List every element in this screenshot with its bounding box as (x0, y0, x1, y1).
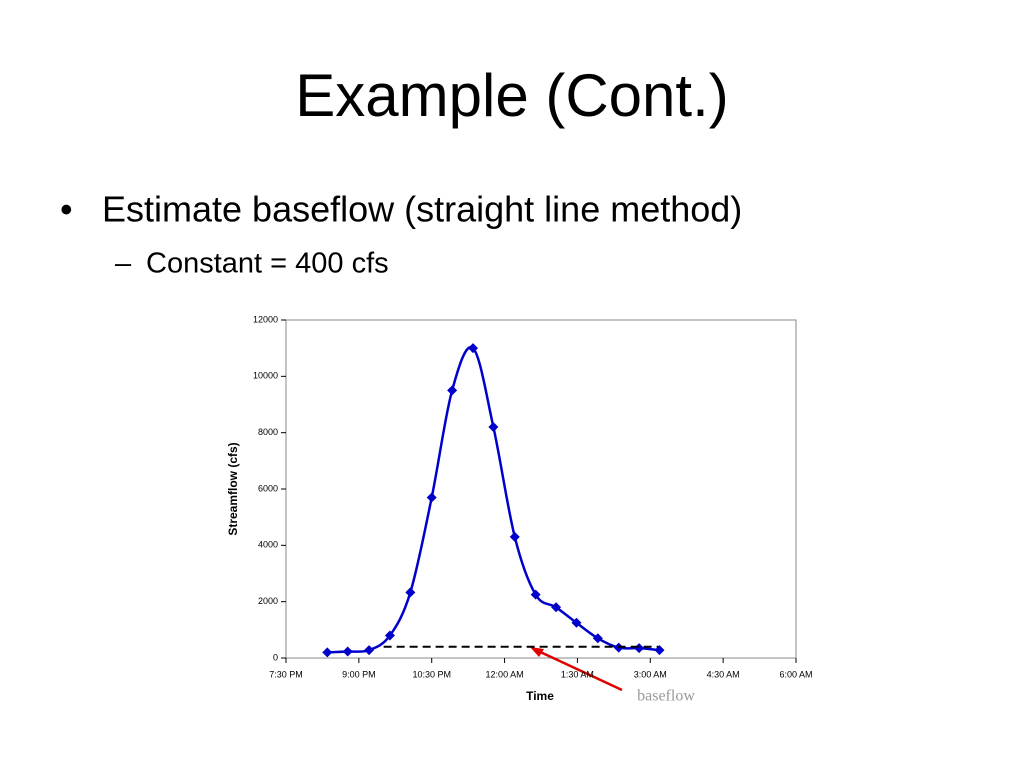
x-tick-label: 9:00 PM (342, 669, 376, 679)
x-tick-label: 7:30 PM (269, 669, 303, 679)
data-point (530, 589, 541, 600)
x-tick-label: 3:00 AM (634, 669, 667, 679)
x-tick-label: 10:30 PM (412, 669, 451, 679)
data-point (592, 633, 603, 644)
streamflow-line (327, 345, 660, 654)
data-point (405, 587, 416, 598)
data-point (342, 646, 353, 657)
dash-mark: – (115, 248, 132, 280)
sub-bullet: Constant = 400 cfs (146, 248, 389, 280)
data-point (509, 531, 520, 542)
annotation-arrow (535, 648, 623, 692)
data-point (571, 617, 582, 628)
x-tick-label: 1:30 AM (561, 669, 594, 679)
data-point (322, 647, 333, 658)
data-point (488, 422, 499, 433)
y-tick-label: 2000 (258, 596, 278, 606)
y-axis-label: Streamflow (cfs) (226, 442, 240, 535)
plot-frame (285, 319, 797, 659)
data-point (447, 385, 458, 396)
bullet: Estimate baseflow (straight line method) (102, 189, 742, 230)
bullet-mark: • (60, 189, 73, 230)
data-point (426, 492, 437, 503)
y-tick-label: 6000 (258, 483, 278, 493)
data-point (364, 645, 375, 656)
annotation: baseflow (637, 688, 695, 705)
data-point (654, 645, 665, 656)
data-point (634, 643, 645, 654)
y-tick-label: 8000 (258, 427, 278, 437)
data-point (468, 343, 478, 354)
y-tick-label: 4000 (258, 540, 278, 550)
y-tick-label: 0 (273, 652, 278, 662)
y-tick-label: 10000 (253, 371, 278, 381)
y-tick-label: 12000 (253, 314, 278, 324)
x-axis-label: Time (526, 689, 554, 703)
data-point (384, 630, 395, 641)
x-tick-label: 12:00 AM (486, 669, 524, 679)
slide-title: Example (Cont.) (295, 62, 728, 129)
x-tick-label: 6:00 AM (779, 669, 812, 679)
arrow-head (530, 647, 544, 657)
x-tick-label: 4:30 AM (707, 669, 740, 679)
data-point (551, 602, 562, 613)
